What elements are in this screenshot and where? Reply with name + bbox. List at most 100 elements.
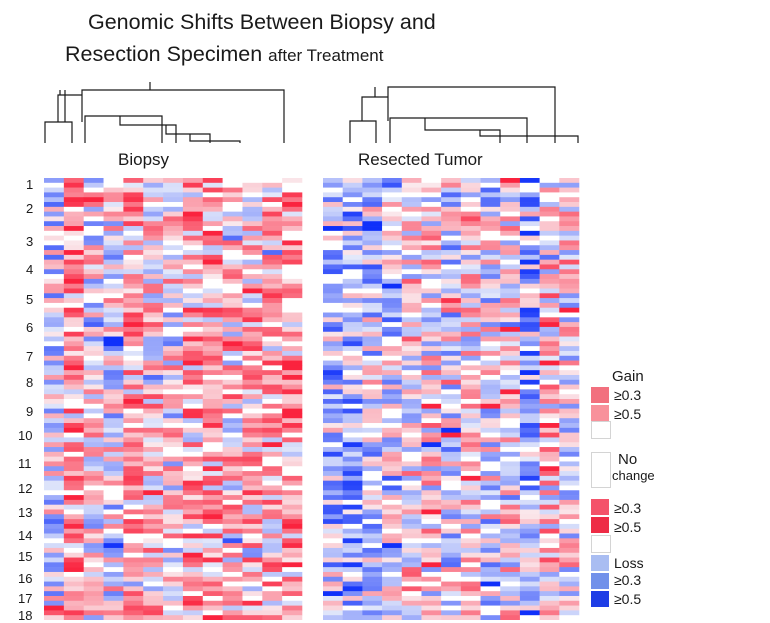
heatmap-cell bbox=[401, 485, 422, 491]
heatmap-cell bbox=[143, 562, 164, 568]
heatmap-cell bbox=[202, 399, 223, 405]
heatmap-cell bbox=[519, 302, 540, 309]
heatmap-cell bbox=[519, 360, 540, 366]
heatmap-cell bbox=[421, 245, 442, 251]
heatmap-cell bbox=[559, 456, 580, 462]
heatmap-cell bbox=[519, 490, 540, 496]
heatmap-cell bbox=[242, 461, 263, 467]
heatmap-cell bbox=[202, 451, 223, 457]
heatmap-cell bbox=[44, 480, 65, 486]
heatmap-cell bbox=[143, 581, 164, 587]
heatmap-cell bbox=[519, 355, 540, 361]
heatmap-cell bbox=[83, 187, 104, 193]
heatmap-cell bbox=[262, 336, 283, 342]
heatmap-cell bbox=[63, 543, 84, 549]
heatmap-cell bbox=[500, 355, 521, 361]
heatmap-cell bbox=[382, 533, 403, 539]
heatmap-cell bbox=[83, 475, 104, 481]
heatmap-cell bbox=[500, 250, 521, 256]
heatmap-cell bbox=[83, 298, 104, 304]
heatmap-cell bbox=[460, 480, 481, 486]
heatmap-cell bbox=[202, 350, 223, 357]
heatmap-cell bbox=[342, 355, 363, 361]
heatmap-cell bbox=[323, 427, 343, 433]
heatmap-cell bbox=[323, 519, 343, 525]
heatmap-cell bbox=[163, 317, 184, 323]
heatmap-cell bbox=[362, 480, 383, 486]
heatmap-cell bbox=[559, 562, 580, 568]
heatmap-cell bbox=[500, 283, 521, 289]
heatmap-cell bbox=[559, 360, 580, 366]
heatmap-cell bbox=[539, 259, 560, 265]
heatmap-cell bbox=[323, 567, 343, 573]
heatmap-cell bbox=[401, 350, 422, 357]
heatmap-cell bbox=[519, 509, 540, 515]
heatmap-cell bbox=[143, 576, 164, 582]
heatmap-cell bbox=[163, 432, 184, 438]
heatmap-cell bbox=[182, 567, 204, 573]
heatmap-cell bbox=[480, 365, 501, 371]
heatmap-cell bbox=[441, 221, 462, 227]
heatmap-cell bbox=[242, 432, 263, 438]
heatmap-cell bbox=[421, 519, 442, 525]
heatmap-cell bbox=[500, 360, 521, 366]
heatmap-cell bbox=[163, 615, 184, 620]
heatmap-cell bbox=[421, 307, 442, 313]
heatmap-cell bbox=[362, 341, 383, 347]
heatmap-cell bbox=[182, 475, 204, 481]
heatmap-cell bbox=[519, 226, 540, 232]
heatmap-cell bbox=[362, 269, 383, 275]
heatmap-cell bbox=[222, 461, 243, 467]
heatmap-cell bbox=[480, 336, 501, 342]
heatmap-cell bbox=[559, 221, 580, 227]
heatmap-cell bbox=[83, 202, 104, 208]
heatmap-cell bbox=[182, 192, 204, 198]
heatmap-cell bbox=[500, 514, 521, 520]
heatmap-cell bbox=[362, 360, 383, 366]
heatmap-cell bbox=[163, 447, 184, 453]
heatmap-cell bbox=[163, 346, 184, 352]
heatmap-cell bbox=[182, 202, 204, 208]
heatmap-cell bbox=[401, 615, 422, 620]
heatmap-cell bbox=[539, 288, 560, 294]
heatmap-cell bbox=[401, 461, 422, 467]
heatmap-cell bbox=[222, 418, 243, 424]
heatmap-cell bbox=[559, 547, 580, 554]
heatmap-cell bbox=[103, 610, 124, 616]
heatmap-cell bbox=[262, 216, 283, 222]
heatmap-cell bbox=[460, 187, 481, 193]
heatmap-cell bbox=[323, 293, 343, 299]
heatmap-cell bbox=[519, 389, 540, 395]
heatmap-cell bbox=[559, 278, 580, 284]
heatmap-cell bbox=[282, 591, 303, 597]
heatmap-cell bbox=[441, 322, 462, 328]
heatmap-cell bbox=[382, 202, 403, 208]
heatmap-cell bbox=[83, 240, 104, 246]
heatmap-cell bbox=[421, 389, 442, 395]
heatmap-cell bbox=[123, 322, 144, 328]
heatmap-cell bbox=[480, 495, 501, 501]
heatmap-cell bbox=[382, 346, 403, 352]
heatmap-cell bbox=[362, 423, 383, 429]
heatmap-cell bbox=[222, 567, 243, 573]
heatmap-cell bbox=[401, 504, 422, 510]
heatmap-cell bbox=[401, 490, 422, 496]
heatmap-cell bbox=[44, 259, 65, 265]
heatmap-cell bbox=[323, 466, 343, 472]
heatmap-cell bbox=[441, 374, 462, 381]
row-label: 8 bbox=[26, 375, 34, 390]
heatmap-cell bbox=[500, 350, 521, 357]
heatmap-cell bbox=[421, 418, 442, 424]
heatmap-cell bbox=[182, 509, 204, 515]
heatmap-cell bbox=[421, 322, 442, 328]
heatmap-cell bbox=[262, 307, 283, 313]
heatmap-cell bbox=[143, 408, 164, 414]
heatmap-cell bbox=[342, 307, 363, 313]
heatmap-cell bbox=[83, 264, 104, 270]
heatmap-cell bbox=[123, 451, 144, 457]
heatmap-cell bbox=[143, 600, 164, 606]
heatmap-cell bbox=[539, 576, 560, 582]
heatmap-cell bbox=[222, 298, 243, 304]
heatmap-cell bbox=[143, 605, 164, 611]
heatmap-cell bbox=[182, 543, 204, 549]
